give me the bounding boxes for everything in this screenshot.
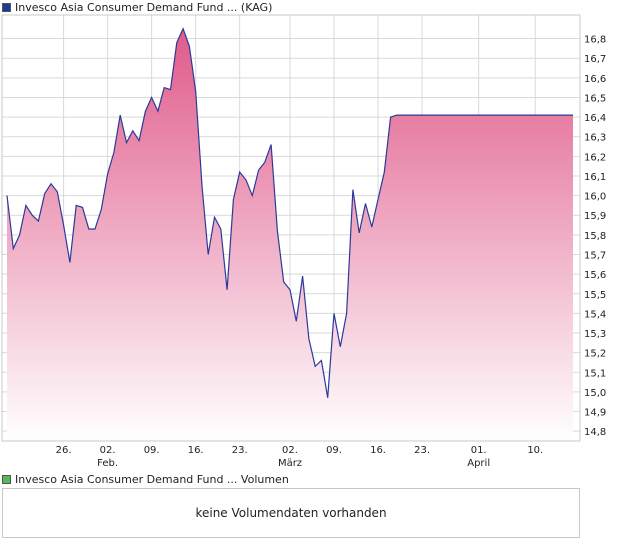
y-tick-label: 15,4 (584, 309, 606, 320)
y-tick-label: 15,3 (584, 329, 606, 340)
plot-frame (1, 14, 581, 442)
y-tick-label: 16,4 (584, 113, 606, 124)
y-tick-label: 15,7 (584, 251, 606, 262)
price-area (7, 28, 573, 441)
volume-panel: keine Volumendaten vorhanden (2, 488, 580, 538)
price-legend-label: Invesco Asia Consumer Demand Fund ... (K… (15, 0, 273, 14)
y-tick-label: 16,7 (584, 54, 606, 65)
no-volume-message: keine Volumendaten vorhanden (195, 506, 387, 520)
y-tick-label: 15,6 (584, 270, 606, 281)
x-tick-label: 23. (232, 445, 248, 456)
price-line (6, 27, 573, 398)
x-month-label: Feb. (97, 458, 118, 469)
y-tick-label: 15,9 (584, 211, 606, 222)
y-tick-label: 15,8 (584, 231, 606, 242)
x-tick-label: 26. (56, 445, 72, 456)
y-tick-label: 14,9 (584, 408, 606, 419)
y-tick-label: 16,0 (584, 192, 606, 203)
y-tick-label: 16,3 (584, 133, 606, 144)
y-tick-label: 16,2 (584, 152, 606, 163)
y-tick-label: 15,2 (584, 349, 606, 360)
x-tick-label: 02. (282, 445, 298, 456)
x-tick-label: 01. (471, 445, 487, 456)
x-month-label: April (467, 458, 490, 469)
y-tick-label: 15,5 (584, 290, 606, 301)
y-tick-label: 16,6 (584, 74, 606, 85)
volume-legend: Invesco Asia Consumer Demand Fund ... Vo… (2, 472, 289, 486)
y-tick-label: 15,1 (584, 368, 606, 379)
y-axis-ticks: 14,8 14,9 15,0 15,1 15,2 15,3 15,4 15,5 15,6 15,7… (584, 35, 606, 439)
x-tick-label: 23. (414, 445, 430, 456)
x-tick-label: 10. (527, 445, 543, 456)
x-axis-ticks: 26. 02. Feb. 09. 16. 23. 02. März 09. 16. 23. 01. Ap… (56, 445, 544, 469)
y-tick-label: 16,1 (584, 172, 606, 183)
y-tick-label: 16,5 (584, 93, 606, 104)
x-tick-label: 09. (326, 445, 342, 456)
y-tick-label: 15,0 (584, 388, 606, 399)
x-tick-label: 16. (188, 445, 204, 456)
x-month-label: März (278, 458, 302, 469)
x-tick-label: 02. (100, 445, 116, 456)
x-tick-label: 16. (370, 445, 386, 456)
volume-legend-swatch (2, 474, 11, 484)
x-tick-label: 09. (144, 445, 160, 456)
price-chart: 14,8 14,9 15,0 15,1 15,2 15,3 15,4 15,5 15,6 15,7… (1, 14, 606, 469)
y-tick-label: 14,8 (584, 427, 606, 438)
volume-legend-label: Invesco Asia Consumer Demand Fund ... Vo… (15, 472, 289, 486)
y-tick-label: 16,8 (584, 35, 606, 46)
price-legend: Invesco Asia Consumer Demand Fund ... (K… (2, 0, 272, 14)
price-legend-swatch (2, 2, 11, 12)
